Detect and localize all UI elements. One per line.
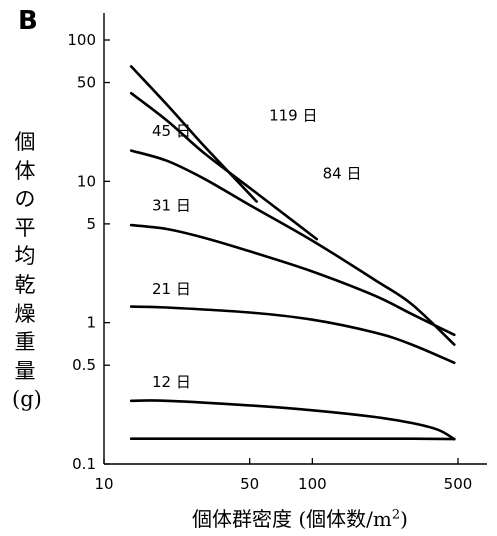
x-tick-label: 100	[298, 475, 327, 493]
series-line-84d	[129, 91, 319, 241]
x-axis-label-main: 個体群密度 (個体数/m	[192, 507, 392, 531]
series-line-21d	[129, 305, 456, 365]
series-label: 119 日	[269, 106, 317, 124]
x-tick-label: 500	[444, 475, 473, 493]
x-axis-label: 個体群密度 (個体数/m2)	[150, 503, 450, 532]
series-label: 31 日	[152, 197, 191, 215]
y-tick-label: 0.5	[72, 356, 96, 374]
y-tick-label: 100	[67, 31, 96, 49]
series-line-45d	[129, 149, 456, 346]
series-label: 45 日	[152, 122, 191, 140]
panel-label: B	[18, 6, 38, 36]
x-tick-label: 50	[240, 475, 259, 493]
y-tick-label: 1	[86, 314, 96, 332]
y-tick-label: 10	[77, 172, 96, 190]
series-line-31d	[129, 223, 456, 337]
y-tick-label: 50	[77, 74, 96, 92]
series-label: 21 日	[152, 280, 191, 298]
x-axis-label-sup: 2	[391, 507, 401, 523]
y-axis-label: 個体の平均乾燥重量(g)	[12, 130, 42, 412]
series-label: 84 日	[323, 164, 362, 182]
y-tick-label: 5	[86, 215, 96, 233]
series-label: 12 日	[152, 373, 191, 391]
y-tick-label: 0.1	[72, 455, 96, 473]
x-axis-label-end: )	[400, 507, 408, 531]
x-tick-label: 10	[94, 475, 113, 493]
series-line-12d	[129, 399, 456, 441]
series-line-119d	[129, 65, 258, 203]
